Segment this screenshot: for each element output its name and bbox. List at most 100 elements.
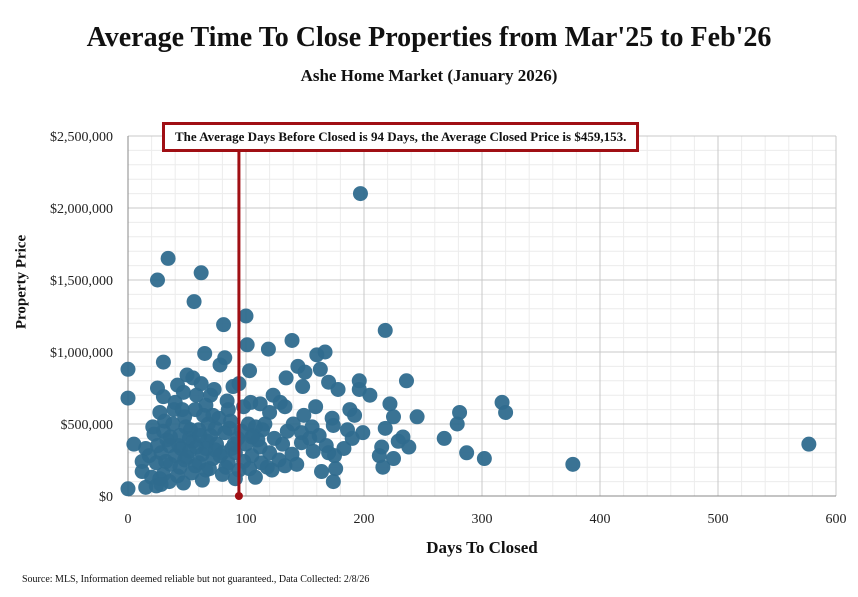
data-point — [344, 430, 360, 446]
data-point — [278, 370, 294, 386]
data-point — [277, 399, 293, 415]
data-point — [296, 407, 312, 423]
y-tick-label: $2,500,000 — [50, 130, 113, 145]
data-point — [302, 430, 318, 446]
data-point — [321, 445, 337, 461]
data-point — [120, 361, 136, 377]
data-point — [155, 389, 171, 405]
data-point — [459, 445, 475, 461]
data-point — [386, 409, 401, 425]
data-point — [220, 402, 236, 418]
data-point — [179, 449, 195, 465]
data-point — [801, 436, 817, 452]
data-point — [314, 464, 330, 480]
data-point — [347, 407, 363, 423]
data-point — [197, 345, 213, 361]
data-point — [279, 423, 295, 439]
data-point — [158, 453, 174, 469]
data-point — [238, 308, 254, 324]
data-point — [134, 464, 150, 480]
data-point — [297, 364, 313, 380]
data-point — [239, 337, 255, 353]
data-point — [193, 376, 209, 392]
x-tick-label: 400 — [590, 512, 611, 527]
data-point — [449, 416, 465, 432]
data-point — [277, 458, 293, 474]
data-point — [221, 420, 237, 436]
data-point — [289, 456, 305, 472]
data-point — [264, 462, 280, 478]
x-tick-label: 600 — [826, 512, 847, 527]
data-point — [150, 438, 165, 454]
data-point — [188, 387, 204, 403]
data-point — [216, 317, 232, 333]
data-point — [257, 416, 273, 432]
data-point — [330, 381, 346, 397]
data-point — [120, 390, 136, 406]
data-point — [201, 461, 217, 477]
data-point — [436, 430, 452, 446]
data-point — [160, 250, 176, 266]
x-tick-label: 500 — [708, 512, 729, 527]
y-tick-label: $0 — [99, 490, 113, 505]
data-point — [377, 420, 393, 436]
data-point — [153, 476, 169, 492]
source-note: Source: MLS, Information deemed reliable… — [22, 574, 370, 585]
data-point — [242, 363, 258, 379]
data-point — [295, 379, 311, 395]
data-point — [386, 451, 401, 467]
x-tick-label: 0 — [125, 512, 132, 527]
data-point — [212, 448, 228, 464]
data-point — [175, 475, 191, 491]
data-point — [243, 394, 259, 410]
data-point — [212, 357, 228, 373]
data-point — [352, 186, 368, 202]
data-point — [375, 459, 391, 475]
data-point — [328, 461, 344, 477]
data-point — [312, 361, 328, 377]
data-point — [305, 443, 321, 459]
data-point — [227, 471, 243, 487]
data-point — [409, 409, 425, 425]
x-axis-label: Days To Closed — [426, 538, 538, 557]
average-annotation: The Average Days Before Closed is 94 Day… — [162, 122, 640, 152]
data-point — [371, 448, 387, 464]
x-tick-label: 200 — [354, 512, 375, 527]
data-point — [207, 420, 223, 436]
data-point — [198, 440, 214, 456]
data-point — [498, 404, 514, 420]
data-point — [476, 451, 492, 467]
data-point — [155, 354, 171, 370]
data-point — [452, 404, 468, 420]
x-tick-label: 100 — [236, 512, 257, 527]
data-point — [177, 409, 193, 425]
y-tick-label: $500,000 — [61, 418, 114, 433]
data-point — [225, 379, 241, 395]
data-point — [308, 399, 324, 415]
y-tick-label: $1,500,000 — [50, 274, 113, 289]
data-point — [187, 402, 203, 418]
data-point — [398, 373, 414, 389]
data-point — [150, 272, 165, 288]
data-point — [565, 456, 581, 472]
data-point — [260, 341, 276, 357]
data-point — [165, 416, 181, 432]
x-tick-label: 300 — [472, 512, 493, 527]
data-point — [186, 294, 202, 310]
data-point — [194, 472, 210, 488]
data-point — [325, 417, 341, 433]
data-point — [175, 384, 191, 400]
data-point — [218, 459, 234, 475]
y-tick-label: $2,000,000 — [50, 202, 113, 217]
data-point — [161, 438, 177, 454]
data-point — [244, 429, 260, 445]
data-point — [203, 387, 219, 403]
data-point — [126, 436, 142, 452]
chart-subtitle: Ashe Home Market (January 2026) — [300, 66, 558, 85]
data-point — [362, 387, 378, 403]
data-point — [262, 404, 278, 420]
data-point — [205, 407, 221, 423]
data-point — [192, 428, 208, 444]
data-point — [284, 332, 300, 348]
